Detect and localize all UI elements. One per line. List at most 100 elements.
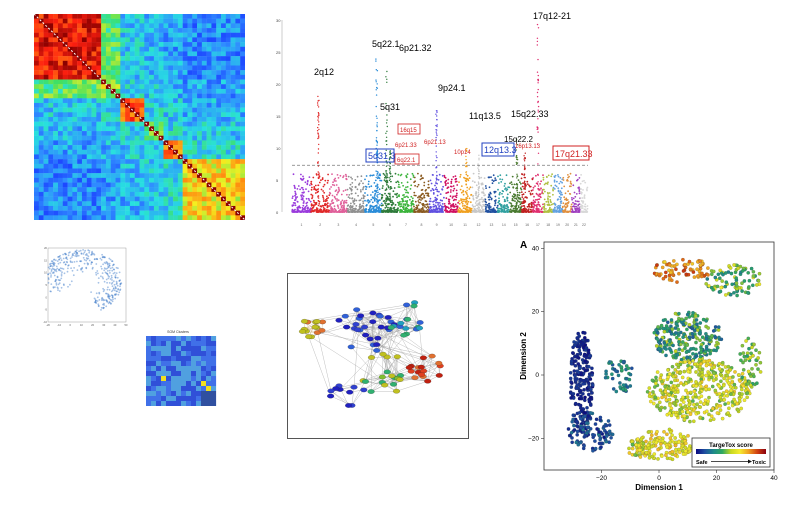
heatmap-cell (197, 159, 203, 165)
heatmap-cell (120, 74, 126, 80)
snp-point (460, 185, 463, 188)
snp-point (453, 208, 455, 211)
peak-point (385, 140, 387, 142)
heatmap-cell (86, 163, 92, 169)
heatmap-cell (125, 42, 131, 47)
snp-point (571, 197, 573, 199)
heatmap-cell (125, 196, 131, 202)
heatmap-cell (48, 98, 54, 104)
snp-point (313, 210, 316, 212)
heatmap-cell (105, 126, 111, 132)
heatmap-cell (96, 117, 102, 122)
heatmap-cell (81, 93, 87, 99)
peak-point (524, 167, 526, 170)
snp-point (370, 198, 373, 201)
heatmap-cell (38, 182, 44, 188)
heatmap-cell (101, 60, 107, 66)
snp-point (306, 207, 309, 210)
heatmap-cell (216, 51, 222, 57)
snp-point (342, 176, 344, 179)
snp-point (377, 207, 379, 210)
heatmap-cell (173, 187, 179, 193)
snp-point (486, 211, 489, 213)
heatmap-cell (101, 159, 107, 165)
heatmap-cell (67, 37, 73, 43)
heatmap-cell (173, 201, 179, 207)
heatmap-cell (96, 18, 102, 24)
heatmap-cell (48, 37, 54, 43)
snp-point (338, 211, 341, 213)
heatmap-cell (38, 112, 44, 118)
snp-point (427, 180, 430, 183)
snp-point (483, 177, 486, 180)
snp-point (296, 188, 299, 190)
heatmap-cell (225, 37, 231, 43)
snp-point (497, 207, 499, 210)
heatmap-cell (105, 201, 111, 207)
snp-point (316, 191, 319, 194)
snp-point (449, 191, 452, 193)
heatmap-cell (149, 117, 155, 122)
heatmap-cell (43, 145, 49, 150)
heatmap-cell (225, 135, 231, 141)
heatmap-cell (38, 56, 44, 62)
snp-point (437, 179, 440, 181)
snp-point (540, 180, 542, 183)
snp-point (303, 200, 305, 203)
snp-point (349, 207, 352, 209)
heatmap-cell (115, 135, 121, 141)
heatmap-cell (77, 79, 83, 85)
snp-point (460, 201, 463, 204)
heatmap-cell (62, 145, 68, 150)
heatmap-cell (53, 187, 59, 193)
snp-point (362, 188, 364, 191)
heatmap-cell (201, 102, 207, 108)
heatmap-cell (235, 149, 241, 155)
heatmap-cell (144, 93, 150, 99)
snp-point (472, 197, 475, 200)
heatmap-cell (235, 196, 241, 202)
heatmap-cell (43, 70, 49, 76)
heatmap-cell (158, 126, 164, 132)
heatmap-cell (149, 60, 155, 66)
heatmap-cell (48, 60, 54, 66)
heatmap-cell (235, 37, 241, 43)
heatmap-cell (120, 210, 126, 216)
heatmap-cell (182, 70, 188, 76)
snp-point (406, 211, 409, 213)
heatmap-cell (225, 159, 231, 165)
snp-point (296, 200, 299, 203)
heatmap-cell (225, 88, 231, 94)
snp-point (576, 178, 579, 181)
heatmap-cell (101, 14, 107, 19)
heatmap-cell (192, 140, 198, 146)
snp-point (504, 211, 507, 213)
peak-point (389, 200, 391, 203)
peak-point (516, 144, 519, 146)
heatmap-cell (153, 84, 159, 90)
snp-point (445, 206, 448, 209)
heatmap-cell (38, 65, 44, 71)
snp-point (454, 203, 457, 206)
snp-point (336, 204, 339, 207)
snp-point (369, 205, 372, 208)
snp-point (353, 199, 356, 202)
snp-point (299, 206, 302, 209)
heatmap-cell (235, 126, 241, 132)
heatmap-cell (67, 201, 73, 207)
heatmap-cell (206, 28, 212, 33)
heatmap-cell (77, 70, 83, 76)
heatmap-cell (163, 51, 169, 57)
snp-point (552, 193, 554, 196)
peak-point (516, 201, 519, 203)
snp-point (558, 182, 561, 185)
snp-point (560, 187, 563, 190)
heatmap-cell (149, 79, 155, 85)
heatmap-cell (72, 102, 78, 108)
heatmap-cell (105, 93, 111, 99)
heatmap-cell (81, 107, 87, 113)
peak-point (375, 79, 377, 81)
snp-point (300, 196, 303, 198)
heatmap-cell (230, 74, 236, 80)
heatmap-cell (182, 135, 188, 141)
